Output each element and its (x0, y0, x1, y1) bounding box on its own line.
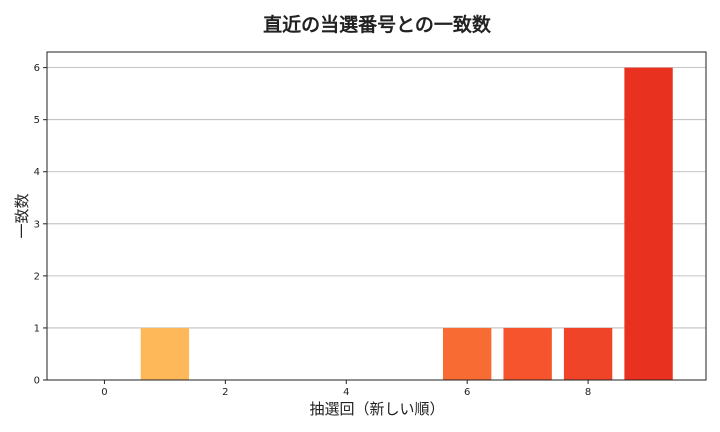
bar (140, 327, 190, 380)
y-axis-label: 一致数 (13, 193, 31, 238)
chart-title: 直近の当選番号との一致数 (263, 13, 492, 36)
y-tick-label: 2 (34, 271, 40, 282)
x-tick-label: 6 (464, 387, 470, 398)
x-axis-ticks: 0 2 4 6 8 (101, 380, 591, 398)
x-tick-label: 4 (343, 387, 349, 398)
bar (443, 327, 492, 380)
x-tick-label: 0 (101, 387, 107, 398)
y-tick-label: 4 (34, 167, 40, 178)
bars (140, 67, 673, 380)
plot-frame (46, 51, 707, 381)
x-tick-label: 2 (222, 387, 228, 398)
gridlines (47, 67, 706, 329)
bar (503, 327, 552, 380)
y-tick-label: 0 (34, 376, 40, 387)
x-axis-label: 抽選回（新しい順） (309, 400, 444, 418)
y-tick-label: 5 (34, 115, 40, 126)
y-axis-ticks: 0 1 2 3 4 5 6 (34, 63, 47, 387)
x-tick-label: 8 (585, 387, 591, 398)
y-tick-label: 6 (34, 63, 40, 74)
bar (624, 67, 673, 380)
y-tick-label: 1 (34, 323, 40, 334)
bar (563, 327, 613, 380)
y-tick-label: 3 (34, 219, 40, 230)
